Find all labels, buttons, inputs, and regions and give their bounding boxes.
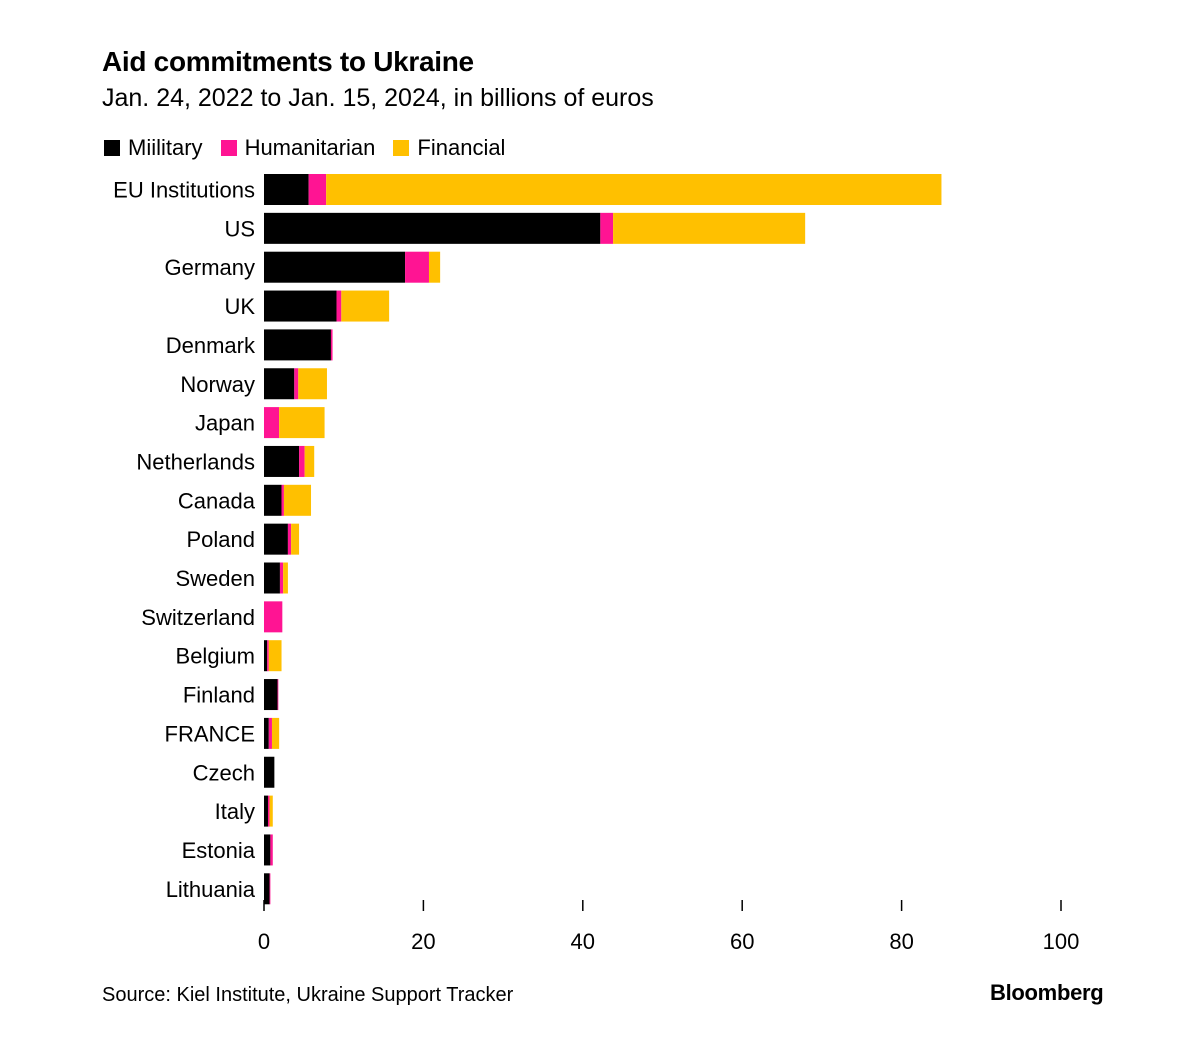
bar-segment-humanitarian (299, 445, 305, 477)
bar-segment-humanitarian (600, 212, 614, 244)
bar-segment-military (264, 212, 601, 244)
category-label: Belgium (176, 644, 255, 669)
bar-segment-financial (341, 290, 390, 322)
bar-segment-military (264, 873, 270, 905)
bar-segment-financial (428, 251, 441, 283)
category-label: Norway (180, 372, 255, 397)
bar-segment-humanitarian (264, 407, 280, 439)
category-label: US (224, 216, 255, 241)
bar-segment-military (264, 174, 309, 205)
bar-segment-humanitarian (267, 795, 270, 827)
category-label: Estonia (182, 838, 256, 863)
bar-segment-humanitarian (267, 640, 269, 672)
bar-segment-military (264, 562, 280, 594)
legend-label-military: Miilitary (128, 135, 203, 160)
bar-segment-humanitarian (308, 174, 327, 205)
legend-item-humanitarian: Humanitarian (220, 135, 376, 161)
bar-segment-military (264, 834, 271, 866)
bar-segment-financial (271, 717, 280, 749)
bar-segment-military (264, 251, 406, 283)
bar-segment-humanitarian (287, 523, 292, 555)
category-label: Denmark (166, 333, 256, 358)
x-tick-label: 40 (571, 929, 595, 954)
category-label: EU Institutions (113, 178, 255, 203)
category-label: Japan (195, 411, 255, 436)
bar-segment-military (264, 756, 275, 788)
category-label: Sweden (175, 566, 255, 591)
bar-segment-humanitarian (279, 562, 284, 594)
bar-segment-financial (283, 562, 288, 594)
chart-subtitle: Jan. 24, 2022 to Jan. 15, 2024, in billi… (102, 84, 654, 112)
bar-segment-financial (279, 407, 325, 439)
bar-segment-military (264, 445, 300, 477)
category-label: FRANCE (165, 721, 255, 746)
bar-segment-humanitarian (336, 290, 342, 322)
legend-swatch-military (104, 140, 120, 156)
bar-segment-military (264, 717, 269, 749)
bar-segment-military (264, 368, 295, 400)
bar-segment-military (264, 679, 278, 711)
bar-segment-military (264, 640, 268, 672)
category-label: Czech (193, 760, 255, 785)
bar-segment-financial (291, 523, 300, 555)
source-note: Source: Kiel Institute, Ukraine Support … (102, 984, 514, 1006)
bar-segment-financial (269, 795, 273, 827)
category-label: Switzerland (141, 605, 255, 630)
brand-logo: Bloomberg (990, 980, 1104, 1005)
bar-segment-military (264, 290, 337, 322)
bar-segment-military (264, 795, 268, 827)
bar-segment-humanitarian (281, 484, 284, 516)
x-tick-label: 100 (1043, 929, 1080, 954)
legend-swatch-humanitarian (220, 140, 237, 156)
legend-label-humanitarian: Humanitarian (244, 135, 376, 160)
category-label: Finland (183, 683, 255, 708)
legend-item-financial: Financial (393, 135, 505, 161)
bar-segment-humanitarian (294, 368, 299, 400)
bar-segment-financial (304, 445, 315, 477)
category-label: UK (224, 294, 255, 319)
bar-segment-humanitarian (330, 329, 333, 361)
category-label: Netherlands (136, 449, 255, 474)
bar-segment-financial (268, 640, 282, 672)
bar-segment-humanitarian (269, 873, 271, 905)
bar-segment-humanitarian (264, 601, 283, 633)
bar-segment-military (264, 329, 331, 361)
bar-segment-humanitarian (277, 679, 279, 711)
bar-segment-financial (298, 368, 327, 400)
category-label: Germany (165, 255, 255, 280)
bar-segment-financial (283, 484, 312, 516)
bar-segment-military (264, 484, 282, 516)
category-label: Poland (186, 527, 255, 552)
x-tick-label: 0 (258, 929, 270, 954)
category-label: Canada (178, 488, 256, 513)
bar-segment-military (264, 523, 288, 555)
category-label: Italy (215, 799, 255, 824)
bar-segment-humanitarian (405, 251, 429, 283)
legend-item-military: Miilitary (104, 135, 203, 161)
x-tick-label: 20 (411, 929, 435, 954)
bar-segment-financial (613, 212, 806, 244)
legend-swatch-financial (393, 140, 410, 156)
x-tick-label: 60 (730, 929, 754, 954)
bar-segment-financial (326, 174, 942, 205)
x-tick-label: 80 (889, 929, 913, 954)
legend: Miilitary Humanitarian Financial (104, 135, 523, 161)
category-label: Lithuania (166, 877, 256, 902)
bar-segment-humanitarian (268, 717, 272, 749)
bar-segment-humanitarian (270, 834, 273, 866)
chart-title: Aid commitments to Ukraine (102, 46, 474, 77)
legend-label-financial: Financial (417, 135, 506, 160)
